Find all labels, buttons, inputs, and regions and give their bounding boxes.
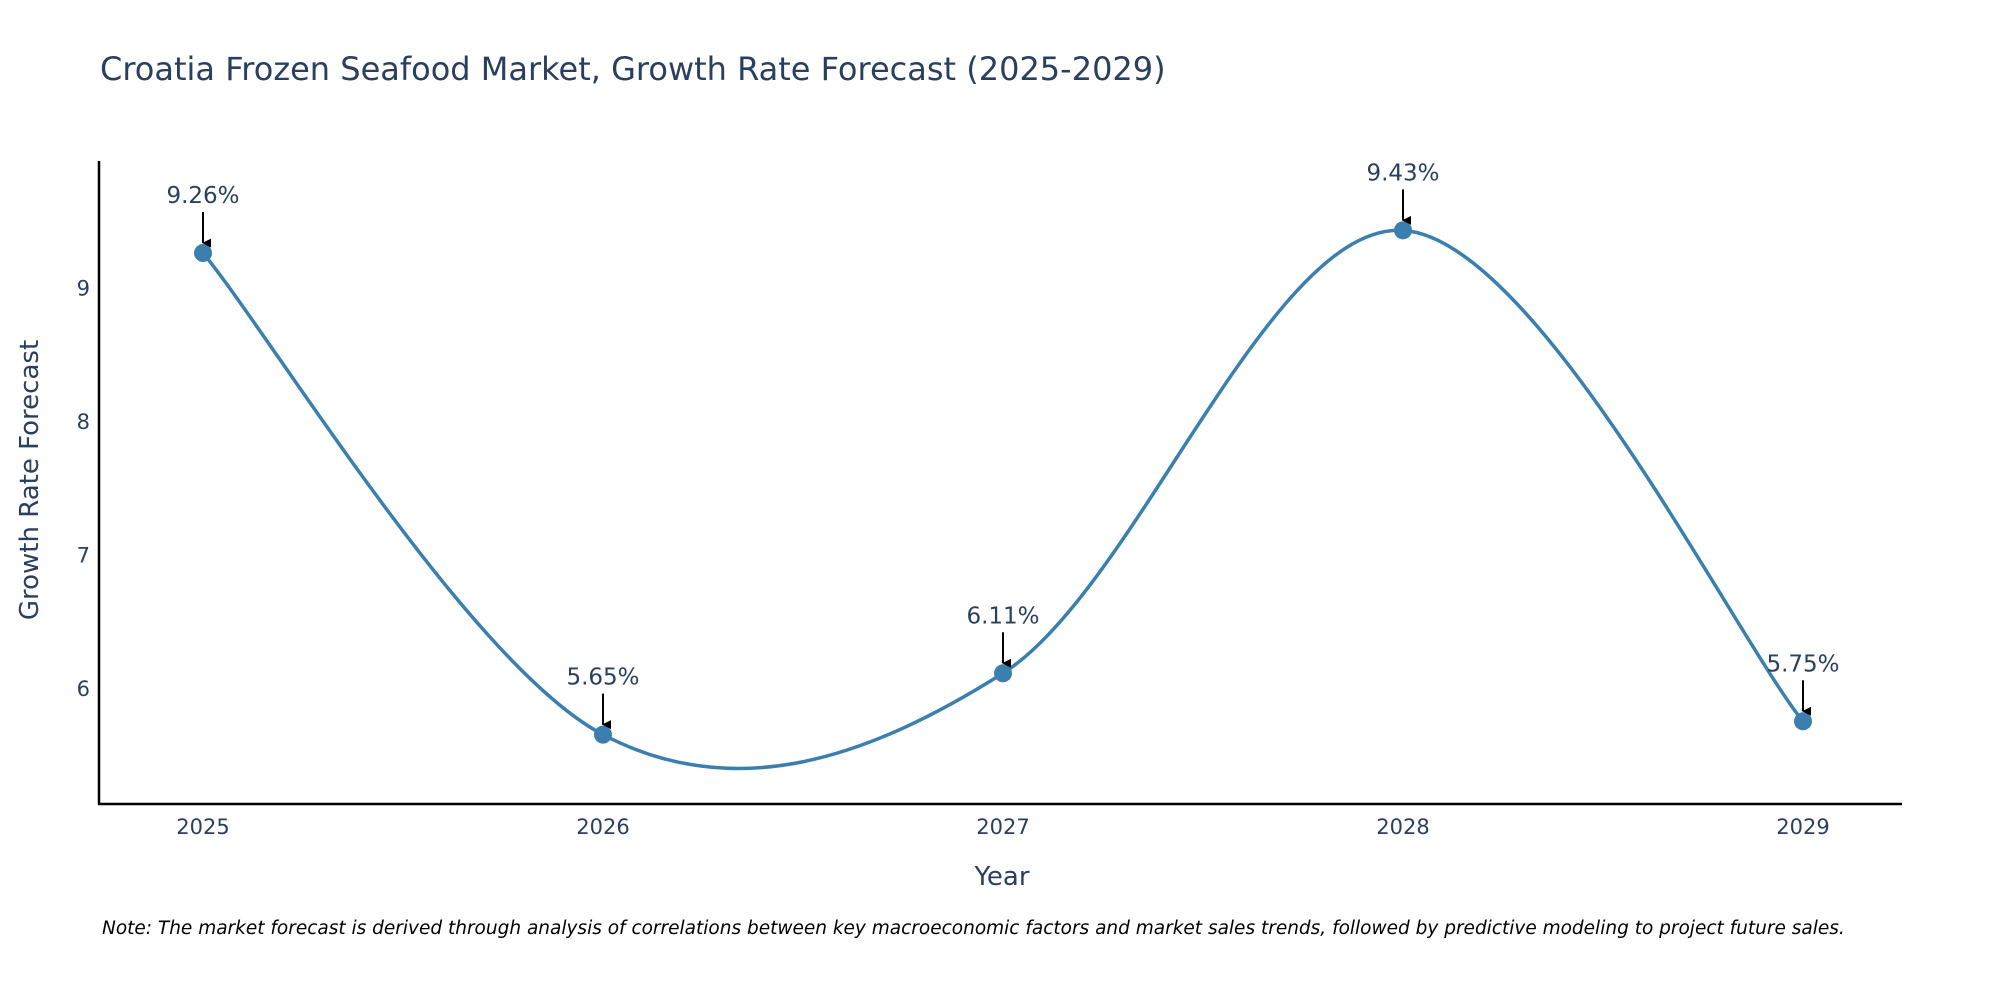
data-label: 9.26% (166, 183, 239, 209)
x-tick-label: 2028 (1376, 815, 1429, 839)
y-tick-label: 8 (77, 410, 90, 434)
y-axis-title: Growth Rate Forecast (15, 340, 45, 620)
data-label: 9.43% (1366, 160, 1439, 186)
x-tick-label: 2025 (176, 815, 229, 839)
x-tick-label: 2027 (976, 815, 1029, 839)
data-labels: 9.26% 5.65% 6.11% 9.43% 5.75% (166, 160, 1840, 730)
y-tick-label: 9 (77, 277, 90, 301)
y-tick-label: 6 (77, 677, 90, 701)
data-points (194, 221, 1812, 744)
data-label: 5.75% (1766, 651, 1839, 677)
x-tick-labels: 2025 2026 2027 2028 2029 (176, 815, 1829, 839)
data-point-marker (594, 725, 612, 744)
data-point-marker (1394, 221, 1412, 240)
data-point-marker (994, 664, 1012, 683)
footnote: Note: The market forecast is derived thr… (102, 918, 1845, 939)
chart-title: Croatia Frozen Seafood Market, Growth Ra… (100, 50, 1166, 88)
y-tick-label: 7 (77, 544, 90, 568)
data-point-marker (194, 244, 212, 263)
x-tick-label: 2026 (576, 815, 629, 839)
series-line (201, 228, 1805, 771)
data-label: 6.11% (966, 603, 1039, 629)
data-label: 5.65% (566, 665, 639, 691)
x-axis-title: Year (973, 862, 1029, 892)
x-tick-label: 2029 (1776, 815, 1829, 839)
y-tick-labels: 6 7 8 9 (77, 277, 90, 701)
data-point-marker (1794, 712, 1812, 731)
